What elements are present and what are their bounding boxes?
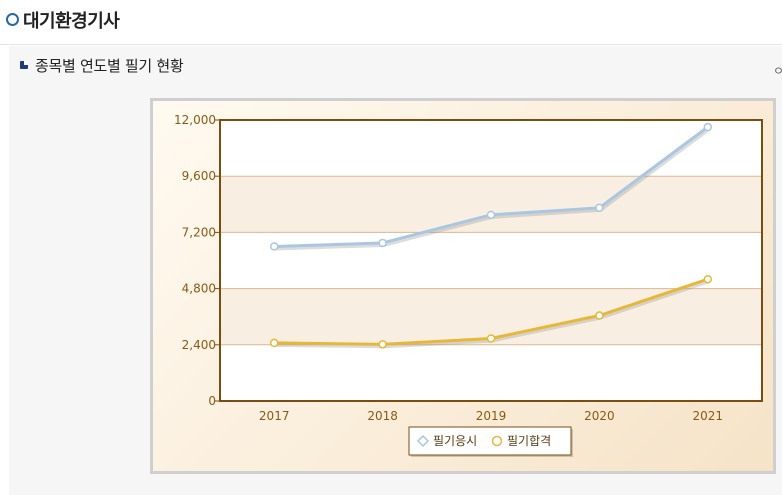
circle-bullet-icon <box>6 13 19 26</box>
data-point <box>703 274 713 284</box>
page-title: 대기환경기사 <box>23 11 120 32</box>
x-tick-label: 2020 <box>584 409 615 423</box>
data-point <box>378 238 387 248</box>
legend-marker-circle-icon <box>491 435 503 447</box>
x-tick-label: 2018 <box>367 409 398 423</box>
y-tick-label: 2,400 <box>182 338 216 352</box>
plot-band <box>220 344 762 401</box>
data-point <box>378 340 387 349</box>
line-chart: 0 2,400 4,800 7,200 9,600 12,000 2017 2018 2019 2… <box>174 113 763 457</box>
y-tick-label: 4,800 <box>182 282 216 296</box>
content-panel: 종목별 연도별 필기 현황 ㅇ 0 2,400 4,800 7,200 9,600 12,… <box>9 46 782 495</box>
section-title: 종목별 연도별 필기 현황 <box>35 57 184 75</box>
x-tick-label: 2021 <box>693 409 724 423</box>
data-point <box>269 338 279 348</box>
y-tick-label: 7,200 <box>182 225 216 239</box>
x-tick-label: 2017 <box>259 409 290 423</box>
plot-border <box>219 119 763 402</box>
x-tick-label: 2019 <box>476 409 507 423</box>
plot-band <box>220 120 762 177</box>
legend-label: 필기합격 <box>507 434 551 448</box>
y-tick-label: 0 <box>208 394 216 408</box>
legend-box <box>408 426 572 456</box>
y-tick-label: 12,000 <box>174 113 216 127</box>
plot-band <box>220 232 762 289</box>
data-point <box>269 242 279 251</box>
data-point <box>703 122 713 132</box>
data-point <box>595 311 604 320</box>
data-point <box>486 334 496 343</box>
truncated-text: ㅇ <box>772 64 782 78</box>
data-point <box>595 203 604 213</box>
chart-frame: 0 2,400 4,800 7,200 9,600 12,000 2017 2018 2019 2… <box>150 98 776 474</box>
legend-marker-diamond-icon <box>416 434 430 448</box>
page-header: 대기환경기사 <box>0 0 782 45</box>
y-tick-label: 9,600 <box>182 169 216 183</box>
plot-band <box>220 176 762 233</box>
square-bullet-icon <box>20 61 28 69</box>
data-point <box>486 210 496 220</box>
legend-label: 필기응시 <box>433 434 477 448</box>
